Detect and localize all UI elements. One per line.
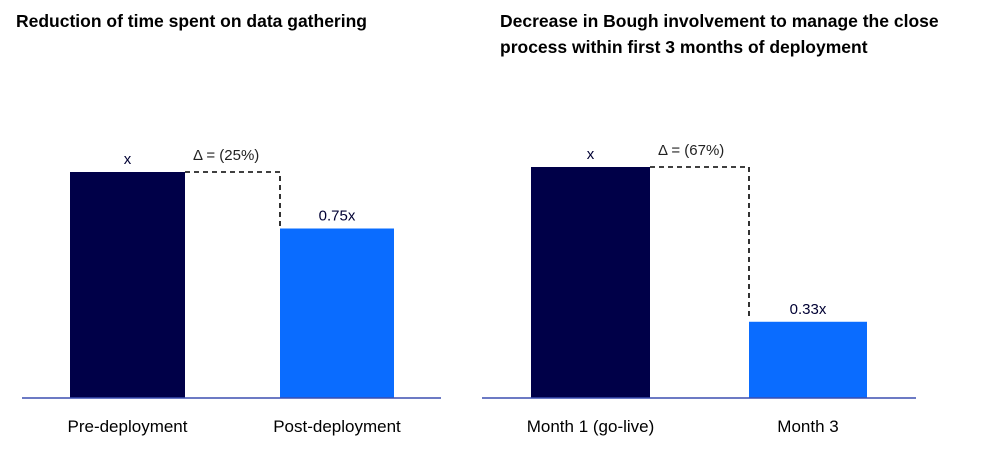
chart-1-title: Reduction of time spent on data gatherin… — [16, 11, 367, 31]
chart-2-bar-1 — [531, 167, 650, 398]
chart-1-data-label-1: x — [124, 151, 132, 168]
chart-2-category-label-2: Month 3 — [777, 417, 838, 436]
chart-2-data-label-2: 0.33x — [790, 301, 827, 318]
chart-1-delta-connector — [185, 171, 281, 227]
chart-2-delta-label: Δ = (67%) — [658, 142, 724, 159]
chart-2-title: Decrease in Bough involvement to manage … — [500, 11, 939, 57]
chart-1-bar-2 — [280, 228, 394, 398]
chart-1-bar-1 — [70, 172, 185, 398]
chart-1-delta-label: Δ = (25%) — [193, 147, 259, 164]
chart-2-bar-2 — [749, 321, 867, 398]
chart-2-delta-connector — [650, 166, 750, 320]
chart-1-category-label-1: Pre-deployment — [67, 417, 187, 436]
chart-1-data-label-2: 0.75x — [319, 208, 356, 225]
chart-2-data-label-1: x — [587, 146, 595, 163]
chart-1-category-label-2: Post-deployment — [273, 417, 401, 436]
chart-2-category-label-1: Month 1 (go-live) — [527, 417, 655, 436]
